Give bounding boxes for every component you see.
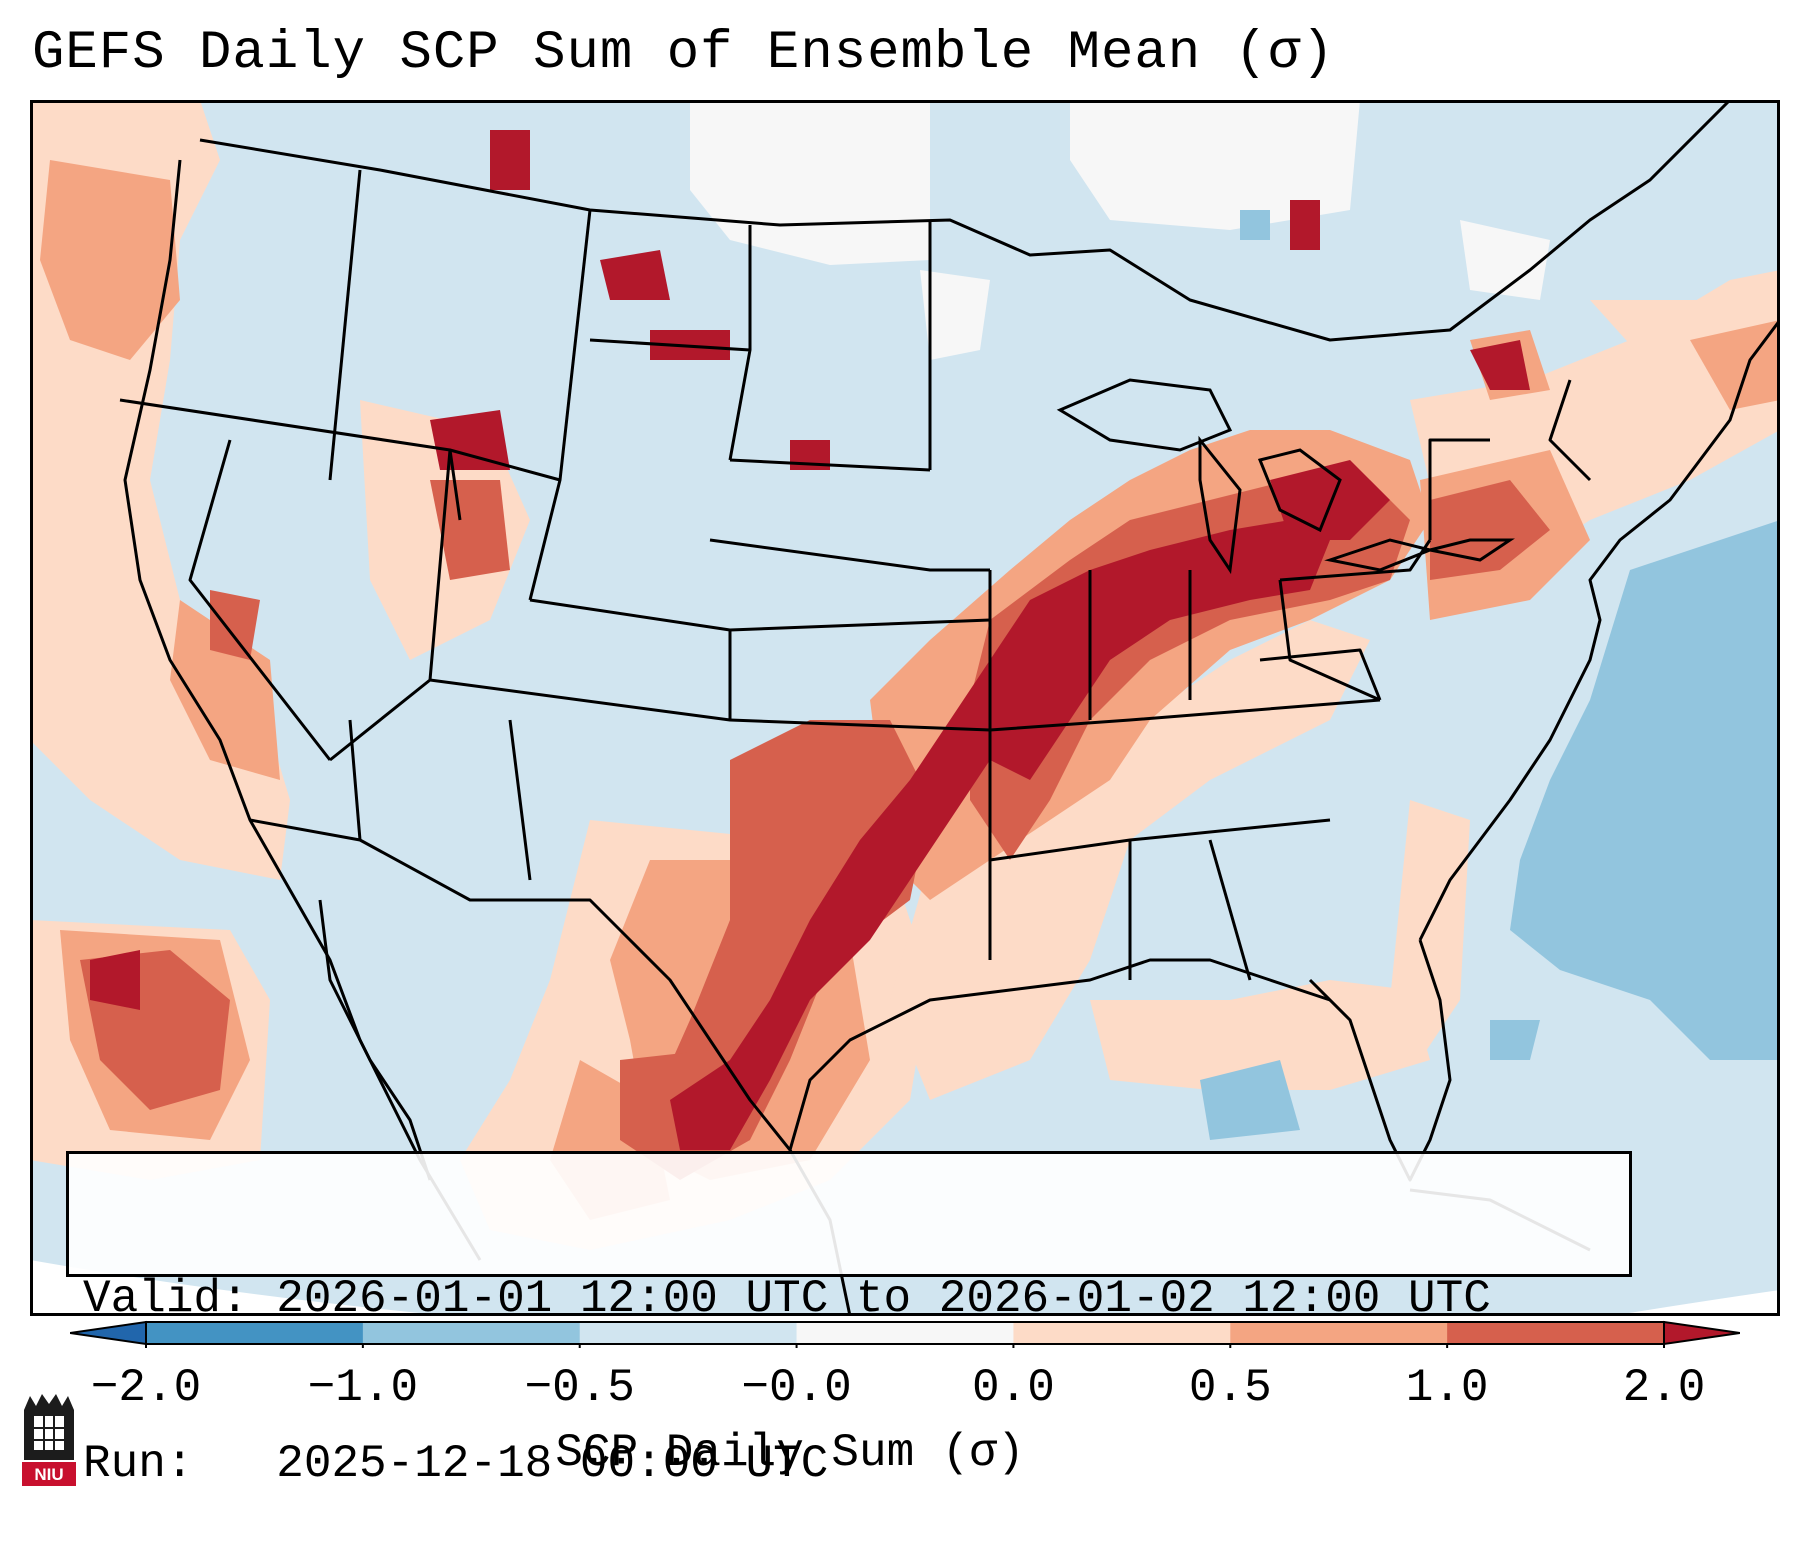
colorbar-tick-label: 1.0	[1405, 1362, 1489, 1414]
projection-edge	[30, 1260, 450, 1316]
colorbar-tick-label: −1.0	[307, 1362, 419, 1414]
colorbar-bin	[362, 1322, 581, 1344]
negative-regions	[1200, 210, 1780, 1140]
run-time-text: Run: 2025-12-18 00:00 UTC	[83, 1438, 829, 1490]
great-lakes	[1056, 378, 1515, 575]
map-panel	[30, 100, 1780, 1316]
colorbar-outline	[145, 1321, 1665, 1345]
colorbar-label: SCP Daily Sum (σ)	[555, 1427, 1025, 1479]
map-border	[30, 100, 1780, 1316]
colorbar-bin	[1447, 1322, 1665, 1344]
colorbar-bin	[796, 1322, 1014, 1344]
colorbar-extend-low	[70, 1320, 147, 1346]
chart-title: GEFS Daily SCP Sum of Ensemble Mean (σ)	[32, 23, 1335, 84]
colorbar-bin	[579, 1322, 798, 1344]
colorbar-bin	[146, 1322, 364, 1344]
colorbar-extend-high	[1663, 1320, 1740, 1346]
colorbar-tick-label: 0.0	[972, 1362, 1055, 1414]
valid-time-text: Valid: 2026-01-01 12:00 UTC to 2026-01-0…	[83, 1273, 1491, 1325]
colorbar-bin	[1013, 1322, 1231, 1344]
colorbar-bins	[70, 1320, 1740, 1348]
colorbar-tick-label: 2.0	[1622, 1362, 1706, 1414]
niu-logo-badge	[22, 1462, 76, 1486]
colorbar-tick-label: −0.0	[741, 1362, 852, 1414]
projection-edge	[1610, 1290, 1780, 1316]
map-svg	[30, 100, 1780, 1316]
colorbar-tick-label: −0.5	[524, 1362, 635, 1414]
niu-logo: NIU	[22, 1394, 76, 1486]
colorbar	[70, 1320, 1740, 1348]
niu-logo-text: NIU	[34, 1465, 63, 1484]
colorbar-tick-label: 0.5	[1188, 1362, 1272, 1414]
valid-run-info-box: Valid: 2026-01-01 12:00 UTC to 2026-01-0…	[66, 1151, 1632, 1490]
colorbar-tick-label: −2.0	[90, 1362, 202, 1414]
colorbar-bin	[1230, 1322, 1448, 1344]
